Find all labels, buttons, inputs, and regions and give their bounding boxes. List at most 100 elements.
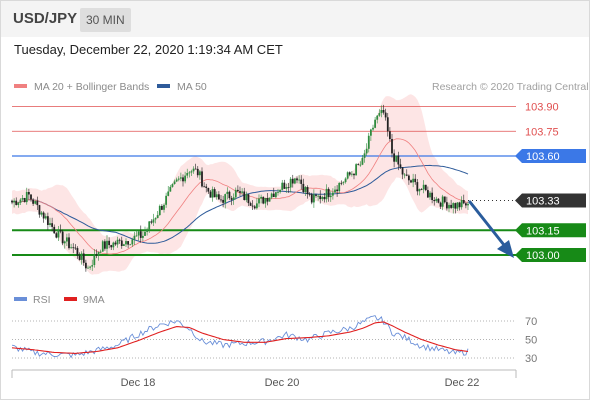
candle-body bbox=[196, 168, 199, 176]
candle-body bbox=[258, 198, 260, 204]
candle-body bbox=[456, 202, 459, 209]
candle-body bbox=[190, 171, 193, 173]
candle-body bbox=[236, 189, 239, 192]
candle-body bbox=[232, 197, 235, 200]
candle-body bbox=[186, 173, 189, 176]
candle-body bbox=[17, 202, 20, 205]
candle-body bbox=[116, 239, 119, 245]
candle-body bbox=[234, 189, 237, 198]
candle-body bbox=[205, 186, 208, 188]
candle-body bbox=[65, 237, 68, 242]
candle-body bbox=[34, 200, 37, 204]
candle-body bbox=[279, 189, 282, 193]
candle-body bbox=[158, 206, 161, 216]
candle-body bbox=[424, 184, 427, 191]
forecast-arrow bbox=[468, 200, 506, 247]
candle-body bbox=[310, 194, 313, 203]
candle-body bbox=[51, 223, 54, 227]
ma20-label: MA 20 + Bollinger Bands bbox=[34, 81, 150, 93]
candle-body bbox=[61, 231, 64, 244]
candle-body bbox=[426, 190, 429, 198]
candle-body bbox=[243, 191, 246, 200]
candle-body bbox=[101, 241, 104, 252]
candle-body bbox=[397, 155, 400, 165]
candle-body bbox=[228, 191, 231, 199]
candle-body bbox=[70, 247, 73, 249]
forecast-arrowhead bbox=[497, 240, 514, 258]
candle-body bbox=[372, 127, 374, 130]
candle-body bbox=[68, 237, 70, 249]
candle-body bbox=[91, 265, 94, 267]
candle-body bbox=[277, 192, 279, 193]
candle-body bbox=[131, 239, 134, 245]
candle-body bbox=[224, 194, 227, 203]
candle-body bbox=[460, 200, 463, 208]
candle-body bbox=[264, 198, 267, 204]
candle-body bbox=[21, 198, 24, 200]
candle-body bbox=[274, 192, 277, 198]
candle-body bbox=[82, 253, 85, 263]
candle-body bbox=[167, 191, 170, 196]
price-tag-103.15 bbox=[515, 223, 586, 238]
candle-body bbox=[433, 200, 436, 202]
candle-body bbox=[374, 119, 377, 128]
candle-body bbox=[120, 240, 123, 246]
candle-body bbox=[437, 198, 440, 203]
price-label-103.33: 103.33 bbox=[526, 196, 560, 208]
candle-body bbox=[118, 239, 121, 241]
candle-body bbox=[144, 231, 146, 236]
candle-body bbox=[87, 267, 89, 269]
rsi-line-RSI bbox=[11, 315, 469, 359]
x-tick-Dec-20: Dec 20 bbox=[265, 377, 300, 389]
candle-body bbox=[141, 235, 144, 238]
candle-body bbox=[209, 191, 212, 198]
candle-body bbox=[135, 235, 138, 237]
candle-body bbox=[203, 186, 206, 188]
candle-body bbox=[418, 189, 421, 192]
candle-body bbox=[207, 188, 210, 192]
candle-body bbox=[405, 174, 408, 176]
candle-body bbox=[84, 262, 87, 269]
candle-body bbox=[192, 168, 195, 172]
candle-body bbox=[137, 231, 140, 236]
ma50-label: MA 50 bbox=[177, 81, 207, 93]
candle-body bbox=[344, 178, 347, 183]
candle-body bbox=[382, 110, 385, 113]
candle-body bbox=[266, 198, 269, 202]
price-tag-103.60 bbox=[515, 149, 586, 163]
candle-body bbox=[129, 244, 132, 246]
candle-body bbox=[15, 200, 18, 205]
candle-body bbox=[201, 171, 203, 187]
candle-body bbox=[281, 182, 284, 190]
candle-body bbox=[338, 182, 341, 192]
candle-body bbox=[57, 230, 60, 238]
candle-body bbox=[334, 189, 336, 193]
candle-body bbox=[384, 112, 387, 118]
candle-body bbox=[125, 241, 127, 245]
candle-body bbox=[439, 202, 442, 207]
candle-body bbox=[410, 180, 412, 183]
candle-body bbox=[163, 204, 165, 210]
candle-body bbox=[230, 198, 233, 200]
candle-body bbox=[19, 199, 22, 203]
timeframe-button[interactable]: 30 MIN bbox=[80, 8, 131, 32]
candle-body bbox=[226, 191, 229, 194]
candle-body bbox=[285, 187, 288, 189]
rsi-swatch bbox=[14, 297, 27, 302]
candle-body bbox=[327, 188, 330, 198]
candle-body bbox=[407, 175, 410, 181]
symbol-title: USD/JPY bbox=[13, 10, 78, 27]
candle-body bbox=[386, 117, 389, 132]
candle-body bbox=[420, 189, 423, 190]
candle-body bbox=[391, 139, 393, 154]
candle-body bbox=[108, 240, 111, 246]
candle-body bbox=[249, 203, 252, 206]
candle-body bbox=[99, 251, 102, 253]
copyright-text: Research © 2020 Trading Central bbox=[432, 81, 589, 93]
candle-body bbox=[464, 203, 467, 206]
candle-body bbox=[462, 200, 465, 204]
candle-body bbox=[321, 197, 324, 200]
candle-body bbox=[156, 215, 159, 219]
